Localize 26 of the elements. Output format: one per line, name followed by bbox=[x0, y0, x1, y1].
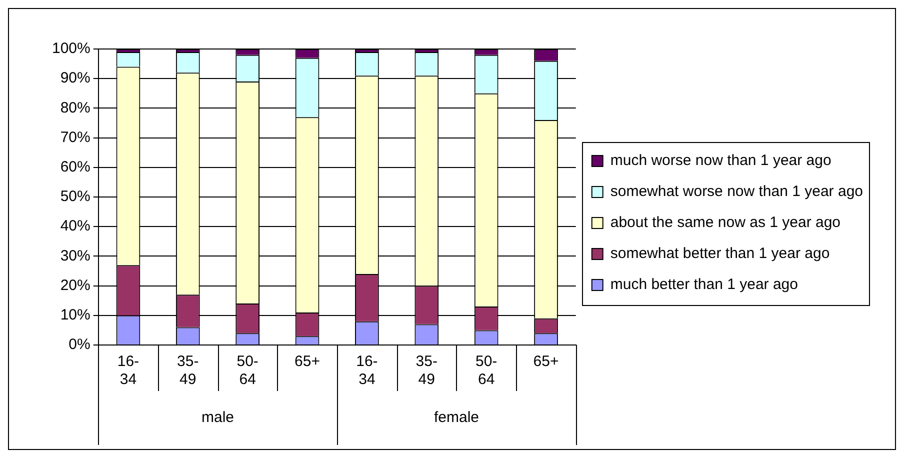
x-tick-label: 65+ bbox=[533, 353, 559, 370]
x-tick-label: 35-49 bbox=[177, 353, 199, 388]
y-tick-label: 70% bbox=[60, 128, 90, 146]
legend-label: about the same now as 1 year ago bbox=[610, 214, 841, 232]
legend-label: somewhat worse now than 1 year ago bbox=[610, 183, 864, 200]
y-tick-label: 40% bbox=[60, 218, 90, 235]
y-tick-label: 20% bbox=[60, 276, 90, 294]
x-tick-label: 50-64 bbox=[475, 353, 498, 388]
legend-label: much worse now than 1 year ago bbox=[610, 152, 832, 170]
y-tick-label: 60% bbox=[60, 158, 90, 176]
x-tick-label: 35-49 bbox=[416, 353, 438, 388]
y-tick-label: 30% bbox=[60, 247, 90, 264]
y-tick-label: 90% bbox=[60, 70, 90, 87]
x-tick-label: 65+ bbox=[294, 353, 320, 370]
text: female bbox=[434, 409, 479, 426]
y-tick-label: 10% bbox=[60, 306, 90, 324]
y-tick-label: 80% bbox=[60, 99, 90, 116]
legend-label: much better than 1 year ago bbox=[610, 276, 798, 294]
legend-label: somewhat better than 1 year ago bbox=[610, 245, 830, 262]
text: male bbox=[201, 409, 234, 426]
y-tick-label: 50% bbox=[60, 188, 90, 206]
y-tick-label: 0% bbox=[68, 336, 90, 354]
x-tick-label: 16-34 bbox=[117, 353, 140, 388]
y-tick-label: 100% bbox=[52, 40, 90, 58]
x-tick-label: 50-64 bbox=[236, 353, 258, 388]
x-tick-label: 16-34 bbox=[356, 353, 378, 388]
